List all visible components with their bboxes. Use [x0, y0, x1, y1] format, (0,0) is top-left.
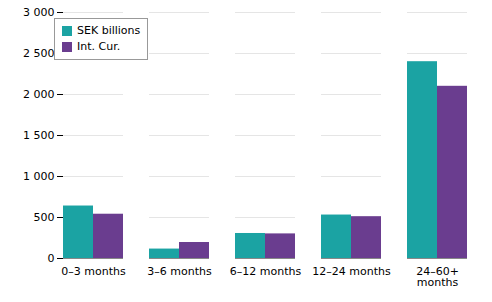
svg-text:500: 500 [34, 211, 55, 224]
svg-text:12–24 months: 12–24 months [312, 265, 391, 278]
svg-text:2 000: 2 000 [23, 88, 55, 101]
svg-text:0–3 months: 0–3 months [61, 265, 126, 278]
svg-text:6–12 months: 6–12 months [230, 265, 302, 278]
html-text:SEK billions: SEK billions [77, 24, 141, 37]
html-text:Int. Cur.: Int. Cur. [77, 40, 121, 53]
svg-text:2 500: 2 500 [23, 47, 55, 60]
svg-text:1 500: 1 500 [23, 129, 55, 142]
svg-text:3–6 months: 3–6 months [147, 265, 212, 278]
svg-text:0: 0 [48, 252, 55, 265]
svg-text:1 000: 1 000 [23, 170, 55, 183]
svg-text:24–60+months: 24–60+months [416, 265, 459, 289]
svg-text:3 000: 3 000 [23, 6, 55, 19]
